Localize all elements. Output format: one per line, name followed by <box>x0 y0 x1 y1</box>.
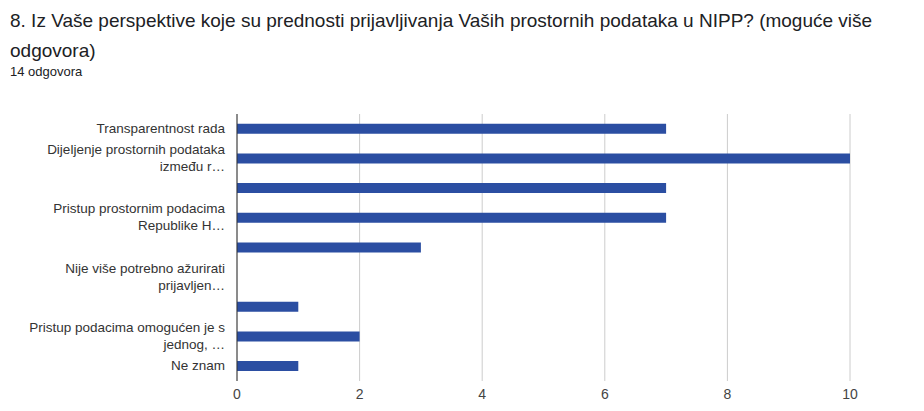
svg-text:Ne znam: Ne znam <box>171 358 225 373</box>
svg-text:2: 2 <box>356 386 364 402</box>
svg-text:Pristup podacima omogućen je s: Pristup podacima omogućen je sjednog, … <box>29 320 225 352</box>
svg-text:Nije više potrebno ažuriratipr: Nije više potrebno ažuriratiprijavljen… <box>65 260 225 292</box>
svg-text:0: 0 <box>233 386 241 402</box>
svg-text:4: 4 <box>478 386 486 402</box>
svg-text:6: 6 <box>601 386 609 402</box>
html-text:8. Iz Vaše perspektive koje su: 8. Iz Vaše perspektive koje su prednosti… <box>10 10 873 61</box>
svg-text:10: 10 <box>842 386 858 402</box>
svg-text:Dijeljenje prostornih podataka: Dijeljenje prostornih podatakaizmeđu r… <box>47 142 225 174</box>
html-text:14 odgovora: 14 odgovora <box>10 64 83 79</box>
svg-text:8: 8 <box>724 386 732 402</box>
svg-text:Transparentnost rada: Transparentnost rada <box>96 120 225 135</box>
svg-text:Pristup prostornim podacimaRep: Pristup prostornim podacimaRepublike H… <box>53 201 225 233</box>
